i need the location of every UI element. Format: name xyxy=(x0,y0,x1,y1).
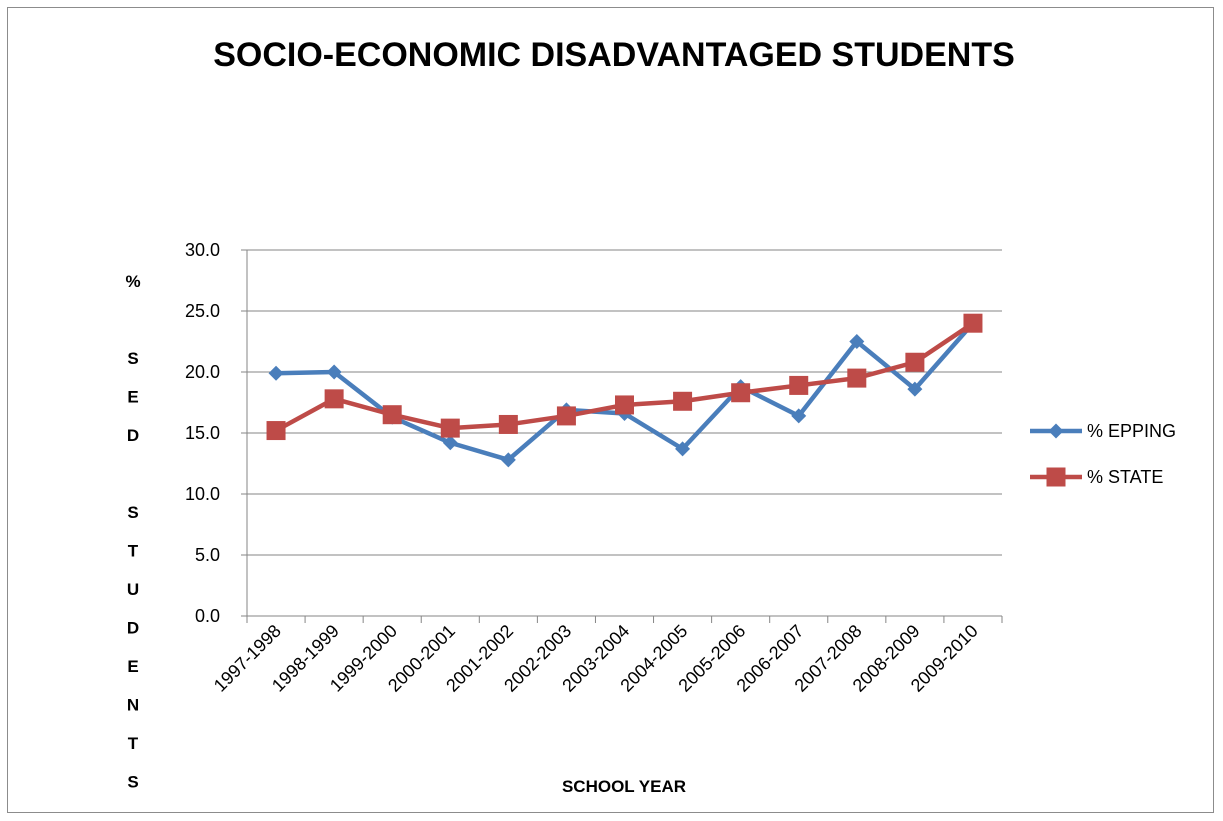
data-point xyxy=(963,313,983,333)
y-axis-label-char: E xyxy=(127,657,138,676)
series-line xyxy=(275,321,975,463)
legend-item: % STATE xyxy=(1030,467,1163,487)
x-axis-label: SCHOOL YEAR xyxy=(562,777,686,796)
series-1 xyxy=(268,315,981,468)
legend: % EPPING % STATE xyxy=(1030,421,1176,487)
data-point xyxy=(326,364,342,380)
y-axis-label-char: S xyxy=(127,773,138,792)
y-tick-label: 20.0 xyxy=(185,362,220,382)
data-point xyxy=(905,352,925,372)
y-tick-label: 5.0 xyxy=(195,545,220,565)
y-tick-label: 0.0 xyxy=(195,606,220,626)
data-point xyxy=(615,395,634,415)
data-point xyxy=(789,375,809,395)
y-tick-labels: 0.0 5.0 10.0 15.0 20.0 25.0 30.0 xyxy=(185,240,220,626)
y-tick-label: 25.0 xyxy=(185,301,220,321)
legend-marker xyxy=(1046,467,1066,487)
y-axis-label-char: S xyxy=(127,503,138,522)
data-point xyxy=(673,391,693,411)
chart-frame xyxy=(7,7,1214,813)
data-point xyxy=(266,421,286,441)
series-2 xyxy=(266,313,983,441)
y-axis-label-char: D xyxy=(127,426,139,445)
data-point xyxy=(556,406,576,426)
legend-label: % STATE xyxy=(1087,467,1163,487)
y-axis-label-char: T xyxy=(128,734,139,753)
data-point xyxy=(498,414,518,434)
y-tick-label: 10.0 xyxy=(185,484,220,504)
series xyxy=(266,313,983,468)
data-point xyxy=(500,452,516,468)
y-axis-label-char: T xyxy=(128,542,139,561)
axes xyxy=(241,249,1003,623)
data-point xyxy=(849,334,865,349)
y-axis-label-char: U xyxy=(127,580,139,599)
data-point xyxy=(731,383,751,403)
legend-item: % EPPING xyxy=(1030,421,1176,441)
data-point xyxy=(675,441,691,457)
gridlines xyxy=(247,249,1002,556)
y-axis-label-char: S xyxy=(127,349,138,368)
data-point xyxy=(791,408,807,424)
data-point xyxy=(324,389,344,409)
data-point xyxy=(382,405,402,425)
legend-marker xyxy=(1048,423,1064,439)
data-point xyxy=(442,435,458,451)
y-axis-label-char: D xyxy=(127,619,139,638)
data-point xyxy=(847,368,867,388)
y-axis-label-char: E xyxy=(127,388,138,407)
legend-label: % EPPING xyxy=(1087,421,1176,441)
x-tick-labels: 1997-19981998-19991999-20002000-20012001… xyxy=(210,621,982,696)
data-point xyxy=(907,381,923,397)
y-tick-label: 15.0 xyxy=(185,423,220,443)
y-axis-label-char: % xyxy=(125,272,140,291)
data-point xyxy=(268,365,284,381)
data-point xyxy=(440,418,460,438)
y-tick-label: 30.0 xyxy=(185,240,220,260)
chart-title: SOCIO-ECONOMIC DISADVANTAGED STUDENTS xyxy=(213,36,1015,74)
y-axis-label-char: N xyxy=(127,696,139,715)
